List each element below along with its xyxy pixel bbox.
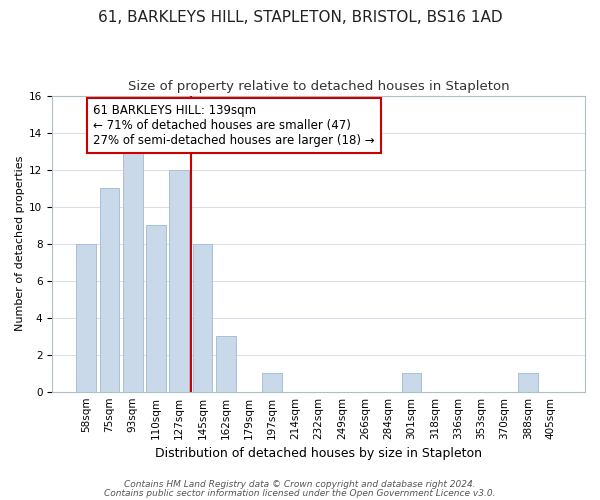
Bar [76, 244, 96, 392]
Bar [401, 373, 421, 392]
Bar [100, 188, 119, 392]
Bar [146, 225, 166, 392]
Text: Contains public sector information licensed under the Open Government Licence v3: Contains public sector information licen… [104, 488, 496, 498]
Text: 61 BARKLEYS HILL: 139sqm
← 71% of detached houses are smaller (47)
27% of semi-d: 61 BARKLEYS HILL: 139sqm ← 71% of detach… [93, 104, 375, 147]
Bar [262, 373, 282, 392]
Bar [518, 373, 538, 392]
Y-axis label: Number of detached properties: Number of detached properties [15, 156, 25, 332]
Text: Contains HM Land Registry data © Crown copyright and database right 2024.: Contains HM Land Registry data © Crown c… [124, 480, 476, 489]
Bar [193, 244, 212, 392]
Bar [216, 336, 236, 392]
Title: Size of property relative to detached houses in Stapleton: Size of property relative to detached ho… [128, 80, 509, 93]
X-axis label: Distribution of detached houses by size in Stapleton: Distribution of detached houses by size … [155, 447, 482, 460]
Text: 61, BARKLEYS HILL, STAPLETON, BRISTOL, BS16 1AD: 61, BARKLEYS HILL, STAPLETON, BRISTOL, B… [98, 10, 502, 25]
Bar [169, 170, 189, 392]
Bar [123, 151, 143, 392]
